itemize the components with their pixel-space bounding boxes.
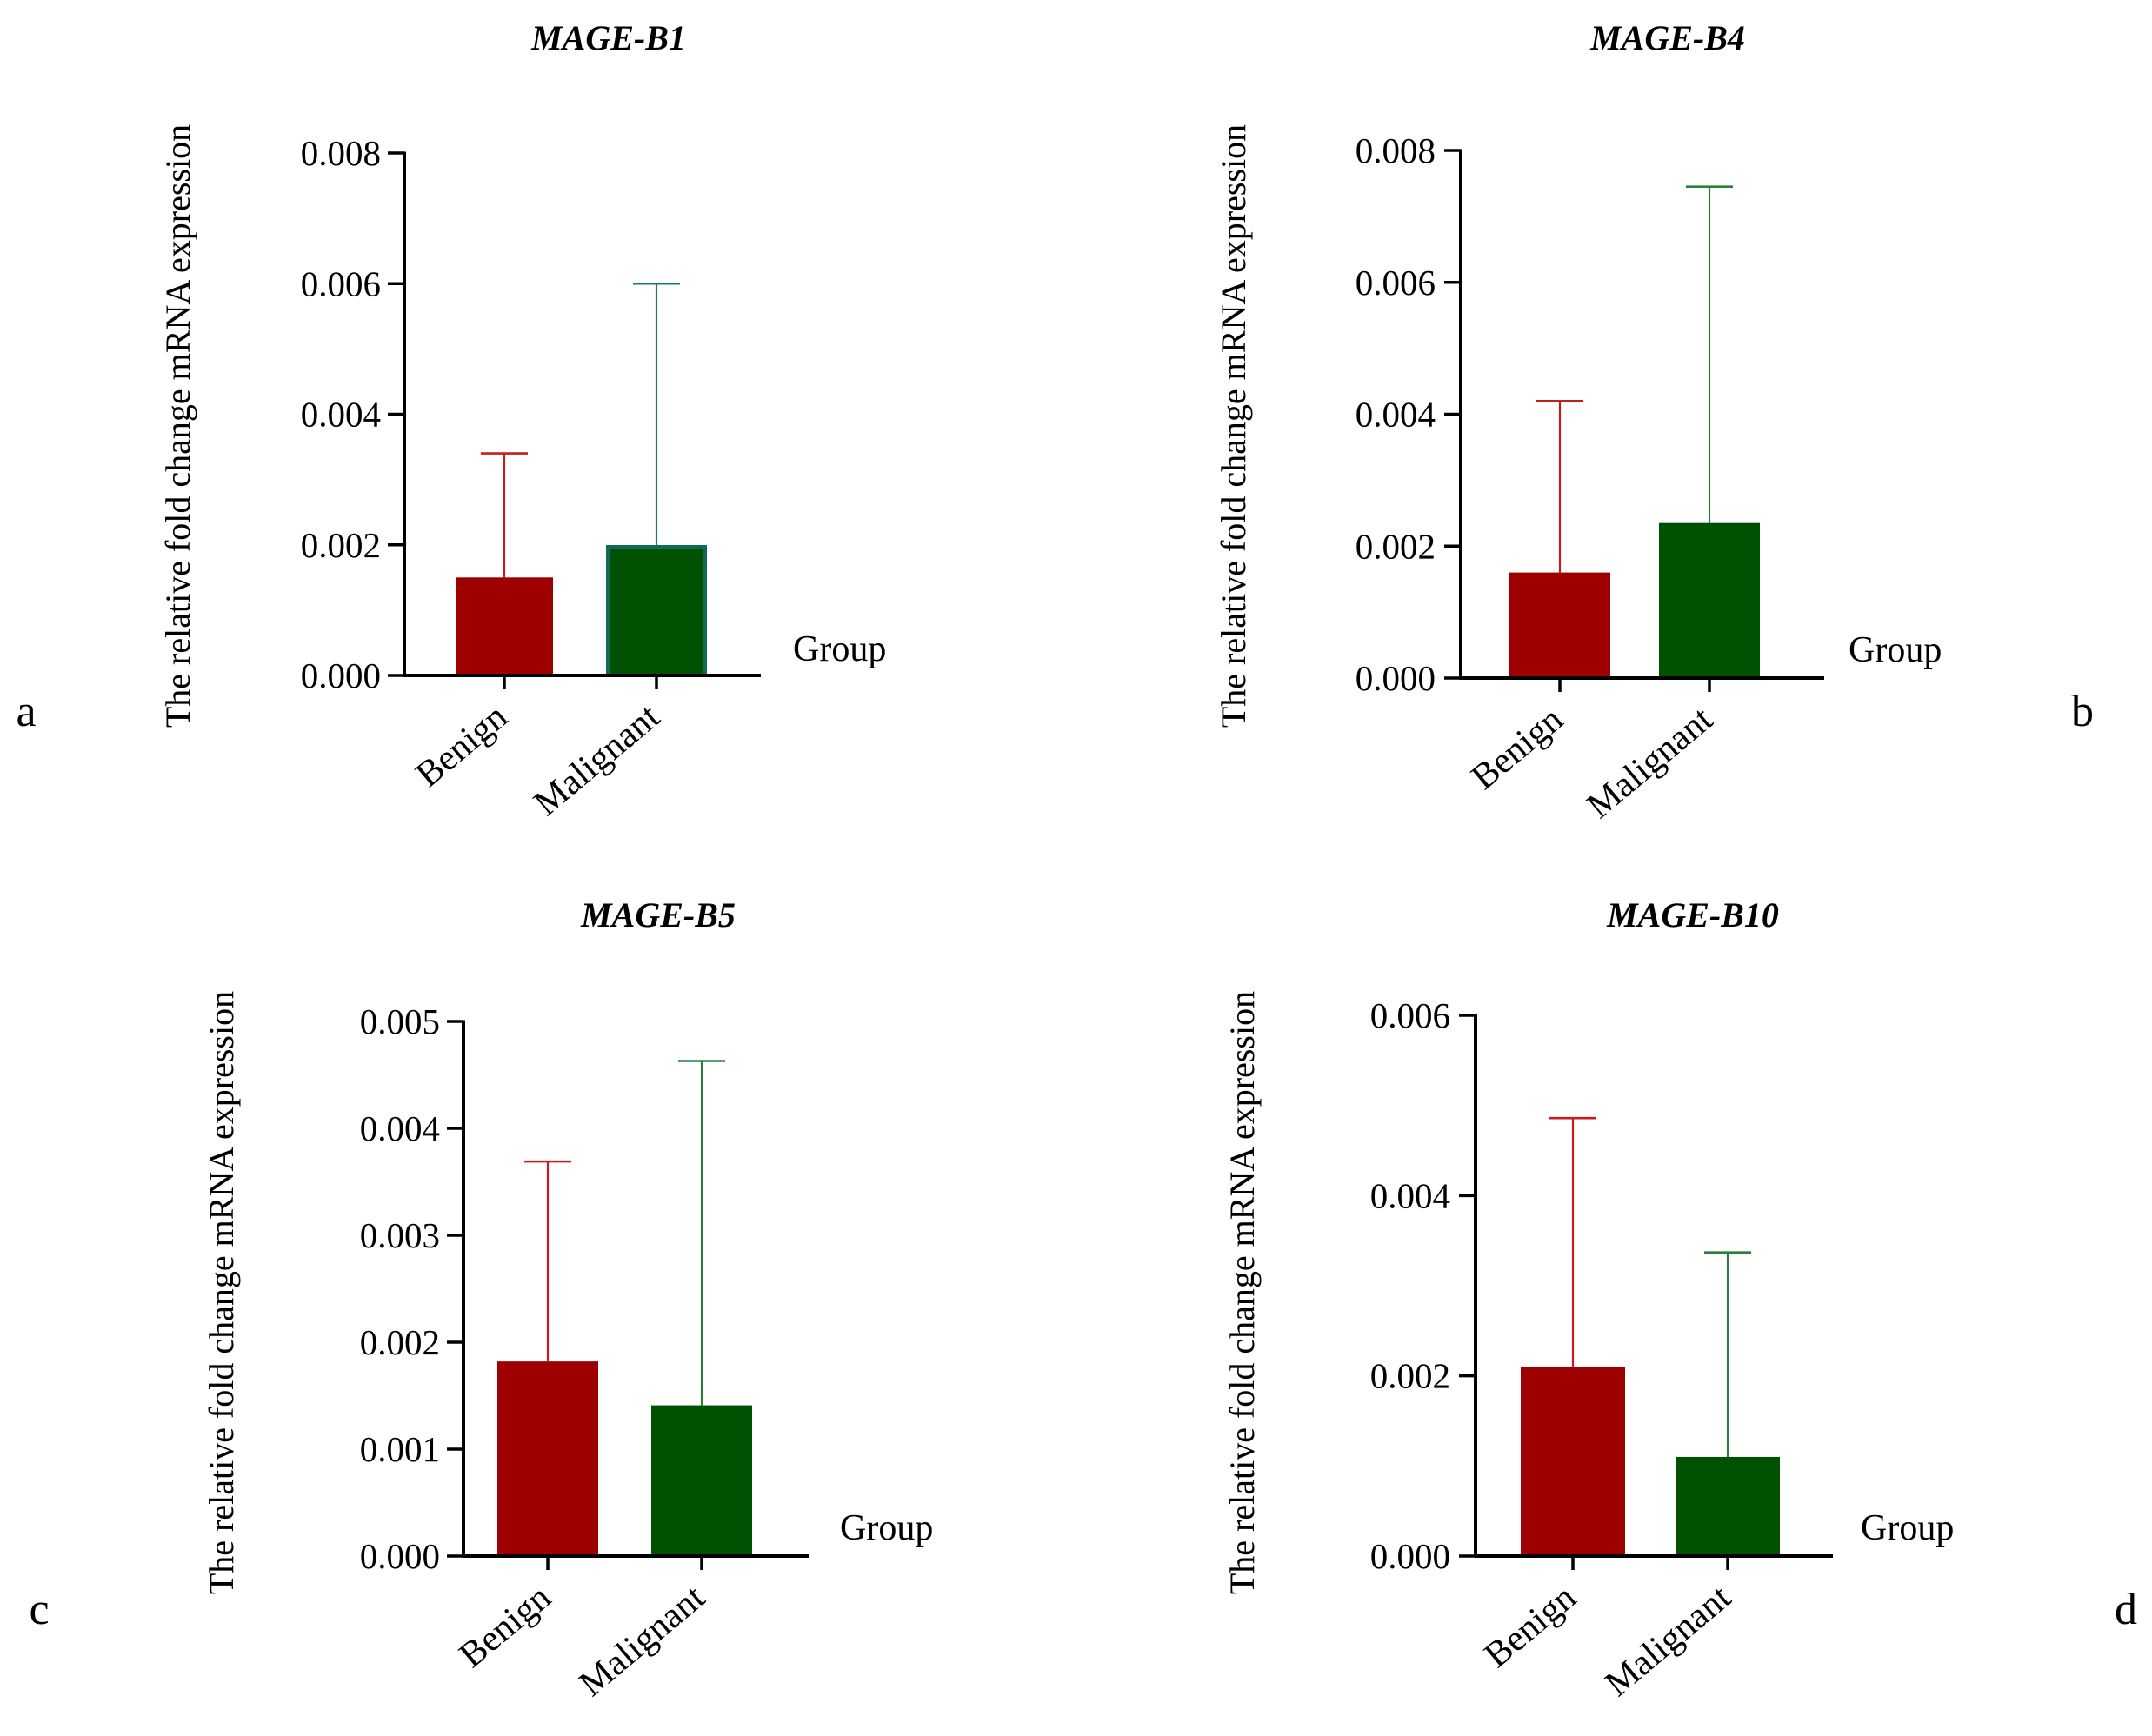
- y-tick-label: 0.003: [360, 1215, 440, 1255]
- panel-label: b: [2071, 687, 2094, 736]
- chart-title: MAGE-B10: [1606, 895, 1779, 935]
- x-tick-label-benign: Benign: [452, 1577, 559, 1675]
- y-tick-label: 0.001: [360, 1429, 440, 1469]
- panel-label: c: [29, 1585, 49, 1634]
- x-tick-label-benign: Benign: [1464, 699, 1571, 797]
- x-tick-label-malignant: Malignant: [572, 1577, 713, 1704]
- y-tick-label: 0.004: [1356, 395, 1436, 435]
- y-tick-label: 0.002: [301, 525, 381, 565]
- y-tick-label: 0.004: [1370, 1175, 1450, 1215]
- y-tick-label: 0.006: [1356, 263, 1436, 303]
- bar-malignant: [651, 1405, 752, 1556]
- chart-title: MAGE-B1: [530, 18, 686, 57]
- y-tick-label: 0.002: [1370, 1356, 1450, 1396]
- chart-title: MAGE-B4: [1589, 18, 1745, 57]
- y-tick-label: 0.002: [360, 1322, 440, 1362]
- y-tick-label: 0.005: [360, 1001, 440, 1041]
- panel-label: d: [2115, 1585, 2137, 1634]
- chart-title: MAGE-B5: [580, 895, 736, 935]
- x-tick-label-malignant: Malignant: [1598, 1577, 1739, 1704]
- x-axis-label: Group: [1849, 630, 1942, 670]
- y-tick-label: 0.006: [301, 263, 381, 303]
- y-tick-label: 0.006: [1370, 995, 1450, 1035]
- y-tick-label: 0.008: [301, 133, 381, 173]
- x-tick-label-benign: Benign: [1477, 1577, 1584, 1675]
- x-axis-label: Group: [793, 629, 886, 669]
- x-tick-label-benign: Benign: [409, 696, 516, 795]
- y-tick-label: 0.000: [360, 1536, 440, 1576]
- panel-label: a: [16, 687, 36, 736]
- x-tick-label-malignant: Malignant: [1580, 699, 1721, 826]
- bar-benign: [456, 577, 553, 675]
- bar-benign: [1509, 572, 1610, 678]
- y-tick-label: 0.004: [360, 1108, 440, 1148]
- bar-benign: [1521, 1367, 1625, 1556]
- chart-panel-b: MAGE-B4 The relative fold change mRNA exp…: [1214, 18, 2094, 827]
- bar-malignant: [1676, 1456, 1780, 1556]
- chart-panel-c: MAGE-B5 The relative fold change mRNA exp…: [29, 895, 933, 1705]
- bar-malignant: [1659, 522, 1760, 678]
- bar-malignant: [606, 545, 707, 677]
- y-tick-label: 0.000: [301, 655, 381, 695]
- y-axis-label: The relative fold change mRNA expression: [1223, 991, 1262, 1594]
- y-tick-label: 0.002: [1356, 526, 1436, 566]
- x-tick-label-malignant: Malignant: [527, 696, 668, 823]
- y-axis-label: The relative fold change mRNA expression: [1214, 124, 1253, 728]
- chart-panel-a: MAGE-B1 The relative fold change mRNA exp…: [16, 18, 886, 824]
- y-tick-label: 0.000: [1356, 658, 1436, 698]
- y-axis-label: The relative fold change mRNA expression: [202, 991, 241, 1594]
- y-tick-label: 0.008: [1356, 130, 1436, 170]
- chart-panel-d: MAGE-B10 The relative fold change mRNA ex…: [1223, 895, 2137, 1705]
- x-axis-label: Group: [840, 1508, 933, 1548]
- y-axis-label: The relative fold change mRNA expression: [158, 124, 197, 728]
- y-tick-label: 0.000: [1370, 1536, 1450, 1576]
- x-axis-label: Group: [1861, 1508, 1954, 1548]
- bar-benign: [497, 1361, 598, 1556]
- y-tick-label: 0.004: [301, 395, 381, 435]
